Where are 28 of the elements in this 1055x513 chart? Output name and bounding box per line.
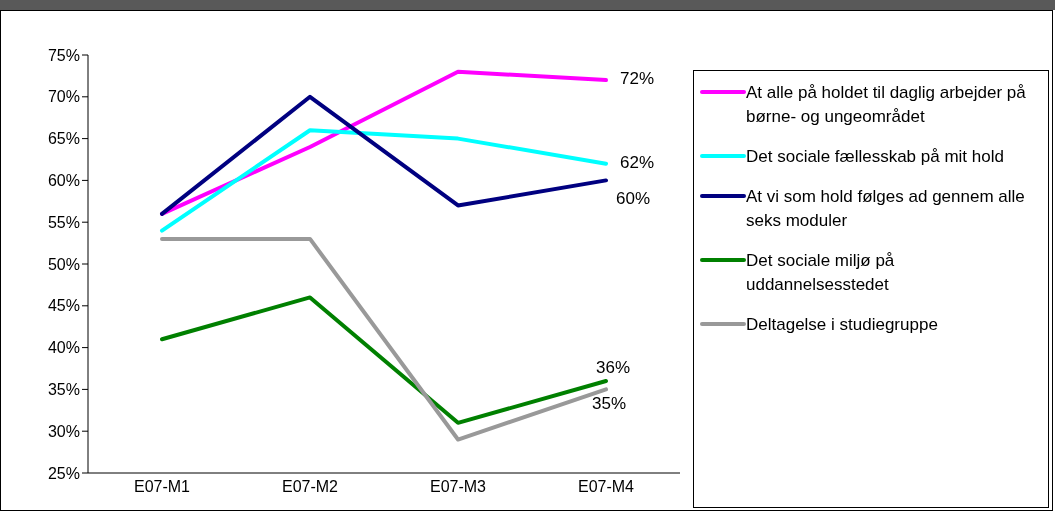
y-tick-label: 40% bbox=[47, 339, 80, 357]
y-tick-label: 45% bbox=[47, 297, 80, 315]
legend-label: At alle på holdet til daglig arbejder på børne- og ungeområdet bbox=[746, 82, 1027, 128]
line-series bbox=[160, 69, 608, 216]
data-label: 62% bbox=[620, 152, 655, 172]
data-label: 60% bbox=[616, 189, 651, 209]
y-tick-label: 30% bbox=[47, 422, 80, 440]
y-tick-label: 65% bbox=[47, 130, 80, 148]
y-tick-label: 70% bbox=[47, 88, 80, 106]
x-tick-label: E07-M3 bbox=[429, 478, 487, 496]
line-series bbox=[160, 94, 608, 216]
data-label: 35% bbox=[592, 394, 627, 414]
y-tick-label: 35% bbox=[47, 381, 80, 399]
x-tick-label: E07-M4 bbox=[577, 478, 635, 496]
y-tick-label: 50% bbox=[47, 255, 80, 273]
legend-label: At vi som hold følges ad gennem alle seks moduler bbox=[746, 186, 1026, 232]
data-label: 72% bbox=[620, 69, 655, 89]
legend-label: Det sociale miljø på uddannelsesstedet bbox=[746, 250, 896, 296]
line-series bbox=[160, 128, 608, 233]
legend-label: Deltagelse i studiegruppe bbox=[746, 314, 939, 336]
legend-label: Det sociale fællesskab på mit hold bbox=[746, 146, 1005, 168]
y-tick-label: 60% bbox=[47, 172, 80, 190]
y-tick-label: 55% bbox=[47, 213, 80, 231]
y-tick-label: 25% bbox=[47, 464, 80, 482]
x-tick-label: E07-M1 bbox=[133, 478, 191, 496]
y-tick-label: 75% bbox=[47, 46, 80, 64]
x-tick-label: E07-M2 bbox=[281, 478, 339, 496]
data-label: 36% bbox=[596, 358, 631, 378]
